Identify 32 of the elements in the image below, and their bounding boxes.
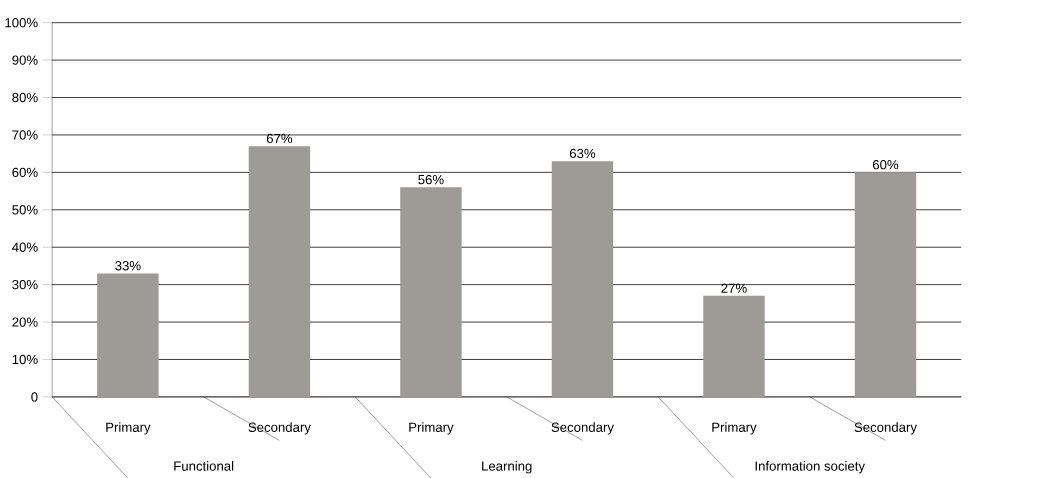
bar: [97, 273, 159, 397]
x-tick-label: Secondary: [551, 422, 614, 435]
data-label: 67%: [266, 133, 293, 143]
data-label: 27%: [721, 283, 747, 293]
x-tick-label: Secondary: [854, 422, 917, 435]
y-tick-label: 10%: [12, 354, 38, 364]
data-label: 56%: [418, 174, 444, 185]
y-tick-label: 40%: [12, 242, 38, 252]
y-tick-label: 100%: [5, 17, 38, 28]
y-tick-label: 80%: [12, 92, 38, 103]
bar: [551, 160, 614, 397]
text: Learning: [482, 460, 532, 474]
x-tick-label: Primary: [106, 422, 151, 435]
y-tick-label: 70%: [12, 130, 38, 140]
x-tick-label: Secondary: [248, 422, 311, 435]
y-tick-label: 0: [31, 392, 38, 402]
bar: [703, 295, 765, 397]
data-label: 60%: [872, 159, 899, 170]
data-label: 63%: [569, 148, 596, 158]
y-tick-label: 60%: [12, 167, 38, 177]
y-tick-label: 30%: [12, 279, 38, 290]
y-tick-label: 20%: [12, 317, 38, 327]
x-tick-label: Primary: [712, 422, 757, 435]
bar: [400, 187, 462, 397]
x-tick-label: Primary: [409, 422, 454, 435]
data-label: 33%: [115, 260, 141, 271]
y-tick-label: 90%: [12, 55, 38, 65]
text: Information society: [755, 460, 865, 474]
text: Functional: [174, 460, 234, 471]
y-tick-label: 50%: [12, 204, 38, 215]
bar: [248, 146, 311, 397]
bar: [854, 172, 917, 397]
